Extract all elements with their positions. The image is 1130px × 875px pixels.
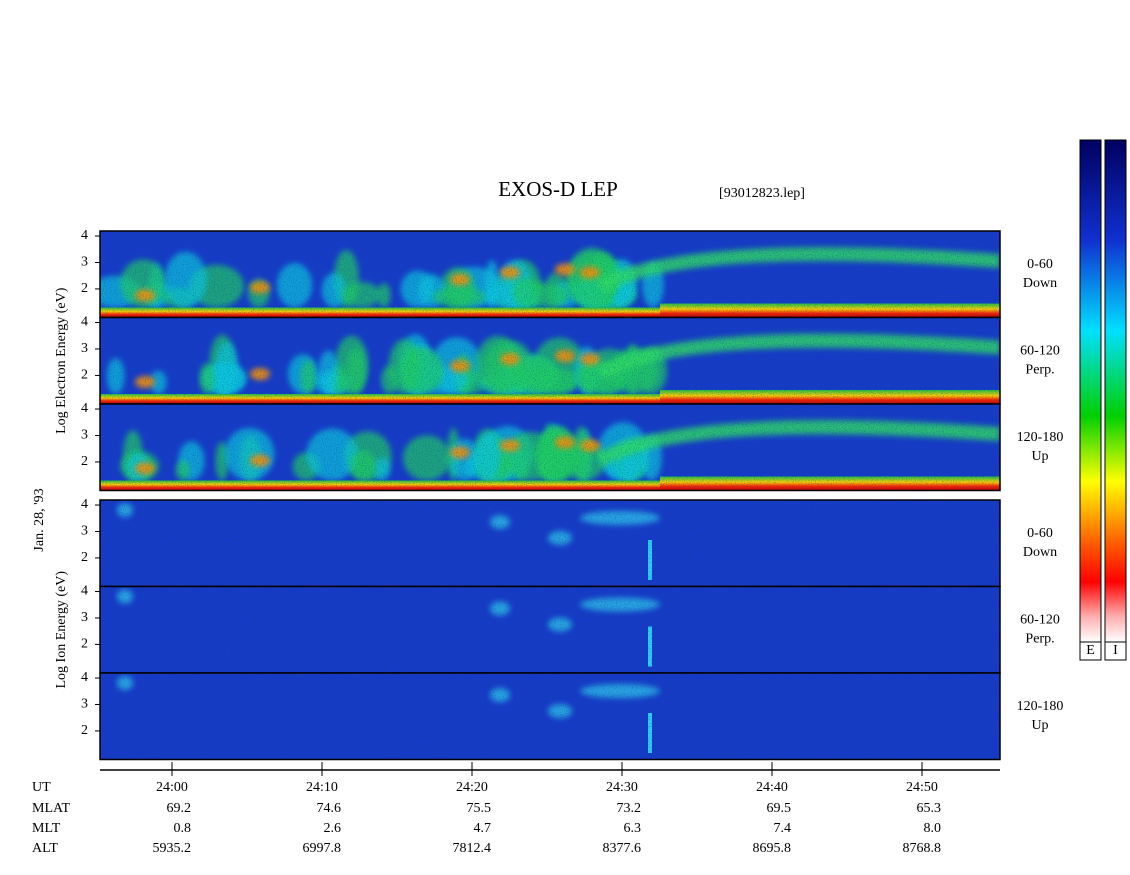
orbit-value: 7.4 bbox=[774, 821, 792, 836]
x-tick-label: 24:20 bbox=[456, 780, 488, 795]
y-tick-label: 3 bbox=[81, 697, 88, 712]
noise bbox=[100, 404, 1000, 491]
colorbar-box bbox=[1104, 641, 1127, 661]
pitch-angle-label: 120-180 bbox=[1017, 430, 1064, 445]
orbit-value: 6997.8 bbox=[303, 841, 342, 856]
pitch-angle-label: 60-120 bbox=[1020, 613, 1060, 628]
y-tick-label: 3 bbox=[81, 524, 88, 539]
title: EXOS-D LEP bbox=[498, 177, 618, 201]
y-tick-label: 4 bbox=[81, 584, 88, 599]
panel-frame bbox=[99, 403, 1001, 492]
spectrogram-panel: 2 3 4 bbox=[81, 670, 1001, 761]
panel-content bbox=[100, 317, 1000, 404]
direction-label: Perp. bbox=[1025, 632, 1054, 647]
spectrogram-panel: 2 3 4 bbox=[81, 228, 1001, 319]
x-tick-label: 24:50 bbox=[906, 780, 938, 795]
pitch-angle-label: 0-60 bbox=[1027, 526, 1053, 541]
pitch-angle-label: 0-60 bbox=[1027, 257, 1053, 272]
orbit-value: 8768.8 bbox=[903, 841, 942, 856]
orbit-value: 0.8 bbox=[174, 821, 192, 836]
pitch-angle-label: 120-180 bbox=[1017, 699, 1064, 714]
noise bbox=[100, 500, 1000, 587]
subtitle: [93012823.lep] bbox=[719, 186, 805, 201]
y-axis-label: Log Electron Energy (eV) bbox=[54, 287, 69, 434]
colorbars: E I bbox=[1079, 139, 1127, 661]
colorbar-box bbox=[1079, 641, 1102, 661]
orbit-value: 8377.6 bbox=[603, 841, 642, 856]
panel-content bbox=[100, 231, 1000, 318]
direction-label: Down bbox=[1023, 276, 1057, 291]
orbit-value: 4.7 bbox=[474, 821, 492, 836]
orbit-value: 8695.8 bbox=[753, 841, 792, 856]
orbit-value: 65.3 bbox=[917, 801, 942, 816]
orbit-value: 69.2 bbox=[167, 801, 192, 816]
noise bbox=[100, 586, 1000, 673]
y-axis-label: Log Ion Energy (eV) bbox=[54, 571, 69, 689]
colorbar-label: E bbox=[1086, 643, 1095, 658]
x-axis-label: UT bbox=[32, 780, 51, 795]
spectrogram-panel: 2 3 4 bbox=[81, 497, 1001, 588]
colorbar bbox=[1079, 139, 1102, 643]
spectrogram-panel: 2 3 4 bbox=[81, 401, 1001, 492]
direction-label: Up bbox=[1031, 449, 1048, 464]
direction-label: Up bbox=[1031, 718, 1048, 733]
y-tick-label: 2 bbox=[81, 637, 88, 652]
y-tick-label: 3 bbox=[81, 610, 88, 625]
panel-content bbox=[100, 673, 1000, 760]
panel-content bbox=[100, 586, 1000, 673]
y-tick-label: 2 bbox=[81, 454, 88, 469]
spectrogram-panel: 2 3 4 bbox=[81, 315, 1001, 405]
y-tick-label: 4 bbox=[81, 401, 88, 416]
orbit-value: 75.5 bbox=[467, 801, 492, 816]
direction-label: Down bbox=[1023, 545, 1057, 560]
y-tick-label: 3 bbox=[81, 428, 88, 443]
orbit-value: 8.0 bbox=[924, 821, 942, 836]
panel-content bbox=[100, 500, 1000, 587]
orbit-value: 74.6 bbox=[317, 801, 342, 816]
panel-frame bbox=[99, 672, 1001, 761]
x-tick-label: 24:40 bbox=[756, 780, 788, 795]
pitch-angle-label: 60-120 bbox=[1020, 344, 1060, 359]
orbit-row-name: ALT bbox=[32, 841, 58, 856]
noise bbox=[100, 317, 1000, 404]
panel-content bbox=[100, 404, 1000, 491]
y-tick-label: 4 bbox=[81, 228, 88, 243]
colorbar bbox=[1104, 139, 1127, 643]
y-tick-label: 2 bbox=[81, 550, 88, 565]
noise bbox=[100, 673, 1000, 760]
spectrogram-panel: 2 3 4 bbox=[81, 584, 1001, 674]
y-tick-label: 2 bbox=[81, 368, 88, 383]
x-tick-label: 24:10 bbox=[306, 780, 338, 795]
direction-label: Perp. bbox=[1025, 363, 1054, 378]
orbit-row-name: MLT bbox=[32, 821, 61, 836]
orbit-value: 5935.2 bbox=[153, 841, 192, 856]
x-tick-label: 24:30 bbox=[606, 780, 638, 795]
colorbar-label: I bbox=[1113, 643, 1118, 658]
orbit-value: 6.3 bbox=[624, 821, 642, 836]
date-label: Jan. 28, '93 bbox=[32, 488, 47, 551]
y-tick-label: 3 bbox=[81, 341, 88, 356]
noise bbox=[100, 231, 1000, 318]
y-tick-label: 4 bbox=[81, 497, 88, 512]
orbit-value: 7812.4 bbox=[453, 841, 492, 856]
y-tick-label: 2 bbox=[81, 723, 88, 738]
y-tick-label: 4 bbox=[81, 315, 88, 330]
y-tick-label: 3 bbox=[81, 255, 88, 270]
orbit-value: 69.5 bbox=[767, 801, 792, 816]
orbit-row-name: MLAT bbox=[32, 801, 71, 816]
y-tick-label: 4 bbox=[81, 670, 88, 685]
orbit-value: 73.2 bbox=[617, 801, 642, 816]
x-tick-label: 24:00 bbox=[156, 780, 188, 795]
orbit-value: 2.6 bbox=[324, 821, 342, 836]
y-tick-label: 2 bbox=[81, 281, 88, 296]
